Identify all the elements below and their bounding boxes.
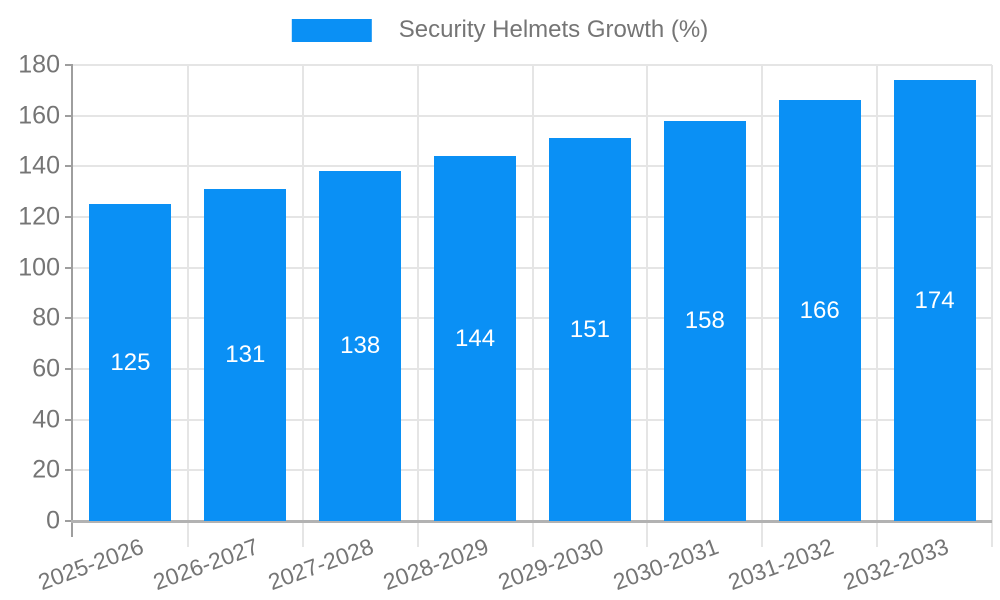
bar-value-label: 138 xyxy=(340,332,381,360)
y-axis-tick xyxy=(65,165,73,168)
y-axis-tick xyxy=(65,368,73,370)
y-axis-tick-label: 140 xyxy=(18,151,60,180)
y-axis-tick-label: 160 xyxy=(18,101,60,130)
y-axis-tick xyxy=(65,317,73,320)
bar-value-label: 158 xyxy=(684,306,725,334)
bar-value-label: 131 xyxy=(225,341,266,369)
y-axis-tick-label: 60 xyxy=(32,354,60,383)
y-axis-tick xyxy=(65,520,73,522)
gridline-vertical xyxy=(301,65,304,547)
gridline-vertical xyxy=(646,65,649,547)
bar xyxy=(663,120,746,521)
bar-value-label: 125 xyxy=(110,348,151,376)
x-axis-tick-label: 2031-2032 xyxy=(724,533,837,596)
bar xyxy=(548,138,631,521)
x-axis-tick-label: 2027-2028 xyxy=(264,533,378,596)
bar-value-label: 144 xyxy=(455,324,496,352)
gridline-vertical xyxy=(186,65,189,547)
y-axis-tick xyxy=(65,469,73,472)
y-axis-tick-label: 80 xyxy=(32,303,60,332)
gridline-vertical xyxy=(876,65,879,547)
gridline-vertical xyxy=(531,65,534,547)
y-axis-line xyxy=(71,65,73,537)
legend-label: Security Helmets Growth (%) xyxy=(398,16,709,43)
x-axis-tick-label: 2025-2026 xyxy=(35,533,148,596)
gridline-vertical xyxy=(416,65,419,547)
bar xyxy=(893,80,976,521)
bar xyxy=(319,171,402,521)
gridline-vertical xyxy=(761,65,764,547)
bar-value-label: 166 xyxy=(799,296,840,324)
x-axis-tick-label: 2028-2029 xyxy=(379,533,492,596)
y-axis-tick-label: 100 xyxy=(18,253,60,282)
x-axis-tick-label: 2026-2027 xyxy=(149,533,263,596)
y-axis-tick xyxy=(65,418,73,421)
y-axis-tick-label: 180 xyxy=(18,50,60,79)
y-axis-tick xyxy=(65,114,73,117)
y-axis-tick xyxy=(65,64,73,66)
gridline-vertical xyxy=(991,65,993,547)
bar xyxy=(89,204,172,521)
legend-swatch xyxy=(291,18,372,42)
x-axis-tick-label: 2029-2030 xyxy=(494,533,607,596)
y-axis-tick xyxy=(65,266,73,269)
y-axis-tick-label: 0 xyxy=(46,506,60,535)
bar xyxy=(778,100,861,521)
x-axis-tick-label: 2030-2031 xyxy=(609,533,722,596)
x-axis-tick-label: 2032-2033 xyxy=(839,533,952,596)
y-axis-tick xyxy=(65,216,73,218)
legend: Security Helmets Growth (%) xyxy=(291,16,709,44)
bar-value-label: 151 xyxy=(569,315,610,343)
bar xyxy=(204,189,287,521)
y-axis-tick-label: 40 xyxy=(32,405,60,434)
y-axis-tick-label: 20 xyxy=(32,455,60,484)
y-axis-tick-label: 120 xyxy=(18,202,60,231)
x-axis-line xyxy=(71,520,992,523)
bar-value-label: 174 xyxy=(914,286,955,314)
bar xyxy=(434,156,517,521)
